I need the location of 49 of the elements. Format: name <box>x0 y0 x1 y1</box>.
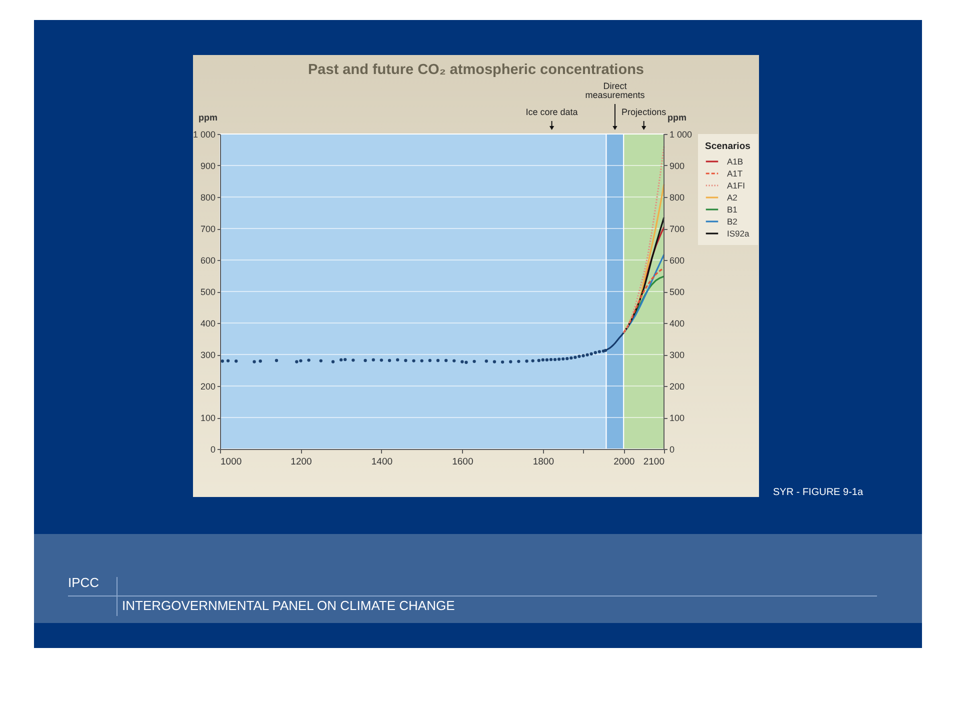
x-tick-label: 1400 <box>371 456 393 468</box>
y2-axis-title: ppm <box>668 112 686 122</box>
band-label: Projections <box>622 107 667 117</box>
x-tick-label: 1000 <box>220 456 242 468</box>
y-tick-label: 300 <box>200 350 216 360</box>
y-tick-label: 400 <box>200 318 216 328</box>
y2-tick-label: 600 <box>670 256 685 266</box>
y2-tick-label: 200 <box>670 382 685 392</box>
y-tick-label: 700 <box>200 224 216 234</box>
y2-tick-label: 300 <box>670 350 685 360</box>
text: IPCC <box>68 575 100 590</box>
y2-tick-label: 0 <box>670 444 675 454</box>
y2-tick-label: 100 <box>670 413 685 423</box>
x-tick-label: 2000 <box>614 456 635 468</box>
y-tick-label: 200 <box>200 382 216 392</box>
y-tick-label: 0 <box>210 444 216 454</box>
text: SYR - FIGURE 9-1a <box>773 487 864 498</box>
line-series <box>622 254 665 334</box>
band-label: Ice core data <box>526 107 578 117</box>
legend-label: B2 <box>727 216 738 226</box>
y2-tick-label: 700 <box>670 224 685 234</box>
x-tick-label: 1200 <box>290 456 312 468</box>
text: INTERGOVERNMENTAL PANEL ON CLIMATE CHANGE <box>122 598 456 613</box>
line-series <box>606 332 624 351</box>
y-tick-label: 600 <box>200 256 216 266</box>
legend-label: B1 <box>727 204 738 214</box>
y2-tick-label: 1 000 <box>670 130 692 140</box>
x-tick-label: 1600 <box>452 456 474 468</box>
legend-title: Scenarios <box>705 141 750 152</box>
band-label: Direct measurements <box>585 81 646 100</box>
x-tick-label: 2100 <box>643 456 664 468</box>
y2-tick-label: 500 <box>670 287 685 297</box>
y2-tick-label: 400 <box>670 318 685 328</box>
legend-label: A1B <box>727 156 744 166</box>
y-tick-label: 100 <box>200 413 216 423</box>
y-tick-label: 900 <box>200 161 216 171</box>
legend-label: IS92a <box>727 228 750 238</box>
y-axis-title: ppm <box>198 112 218 122</box>
chart-title: Past and future CO₂ atmospheric concentrations <box>308 62 644 78</box>
legend-label: A1FI <box>727 180 745 190</box>
x-tick-label: 1800 <box>532 456 554 468</box>
legend-label: A2 <box>727 192 738 202</box>
y-tick-label: 800 <box>200 192 216 202</box>
line-series <box>622 146 665 334</box>
legend-label: A1T <box>727 168 743 178</box>
y-tick-label: 1 000 <box>192 130 216 140</box>
y2-tick-label: 800 <box>670 192 685 202</box>
y2-tick-label: 900 <box>670 161 685 171</box>
y-tick-label: 500 <box>200 287 216 297</box>
